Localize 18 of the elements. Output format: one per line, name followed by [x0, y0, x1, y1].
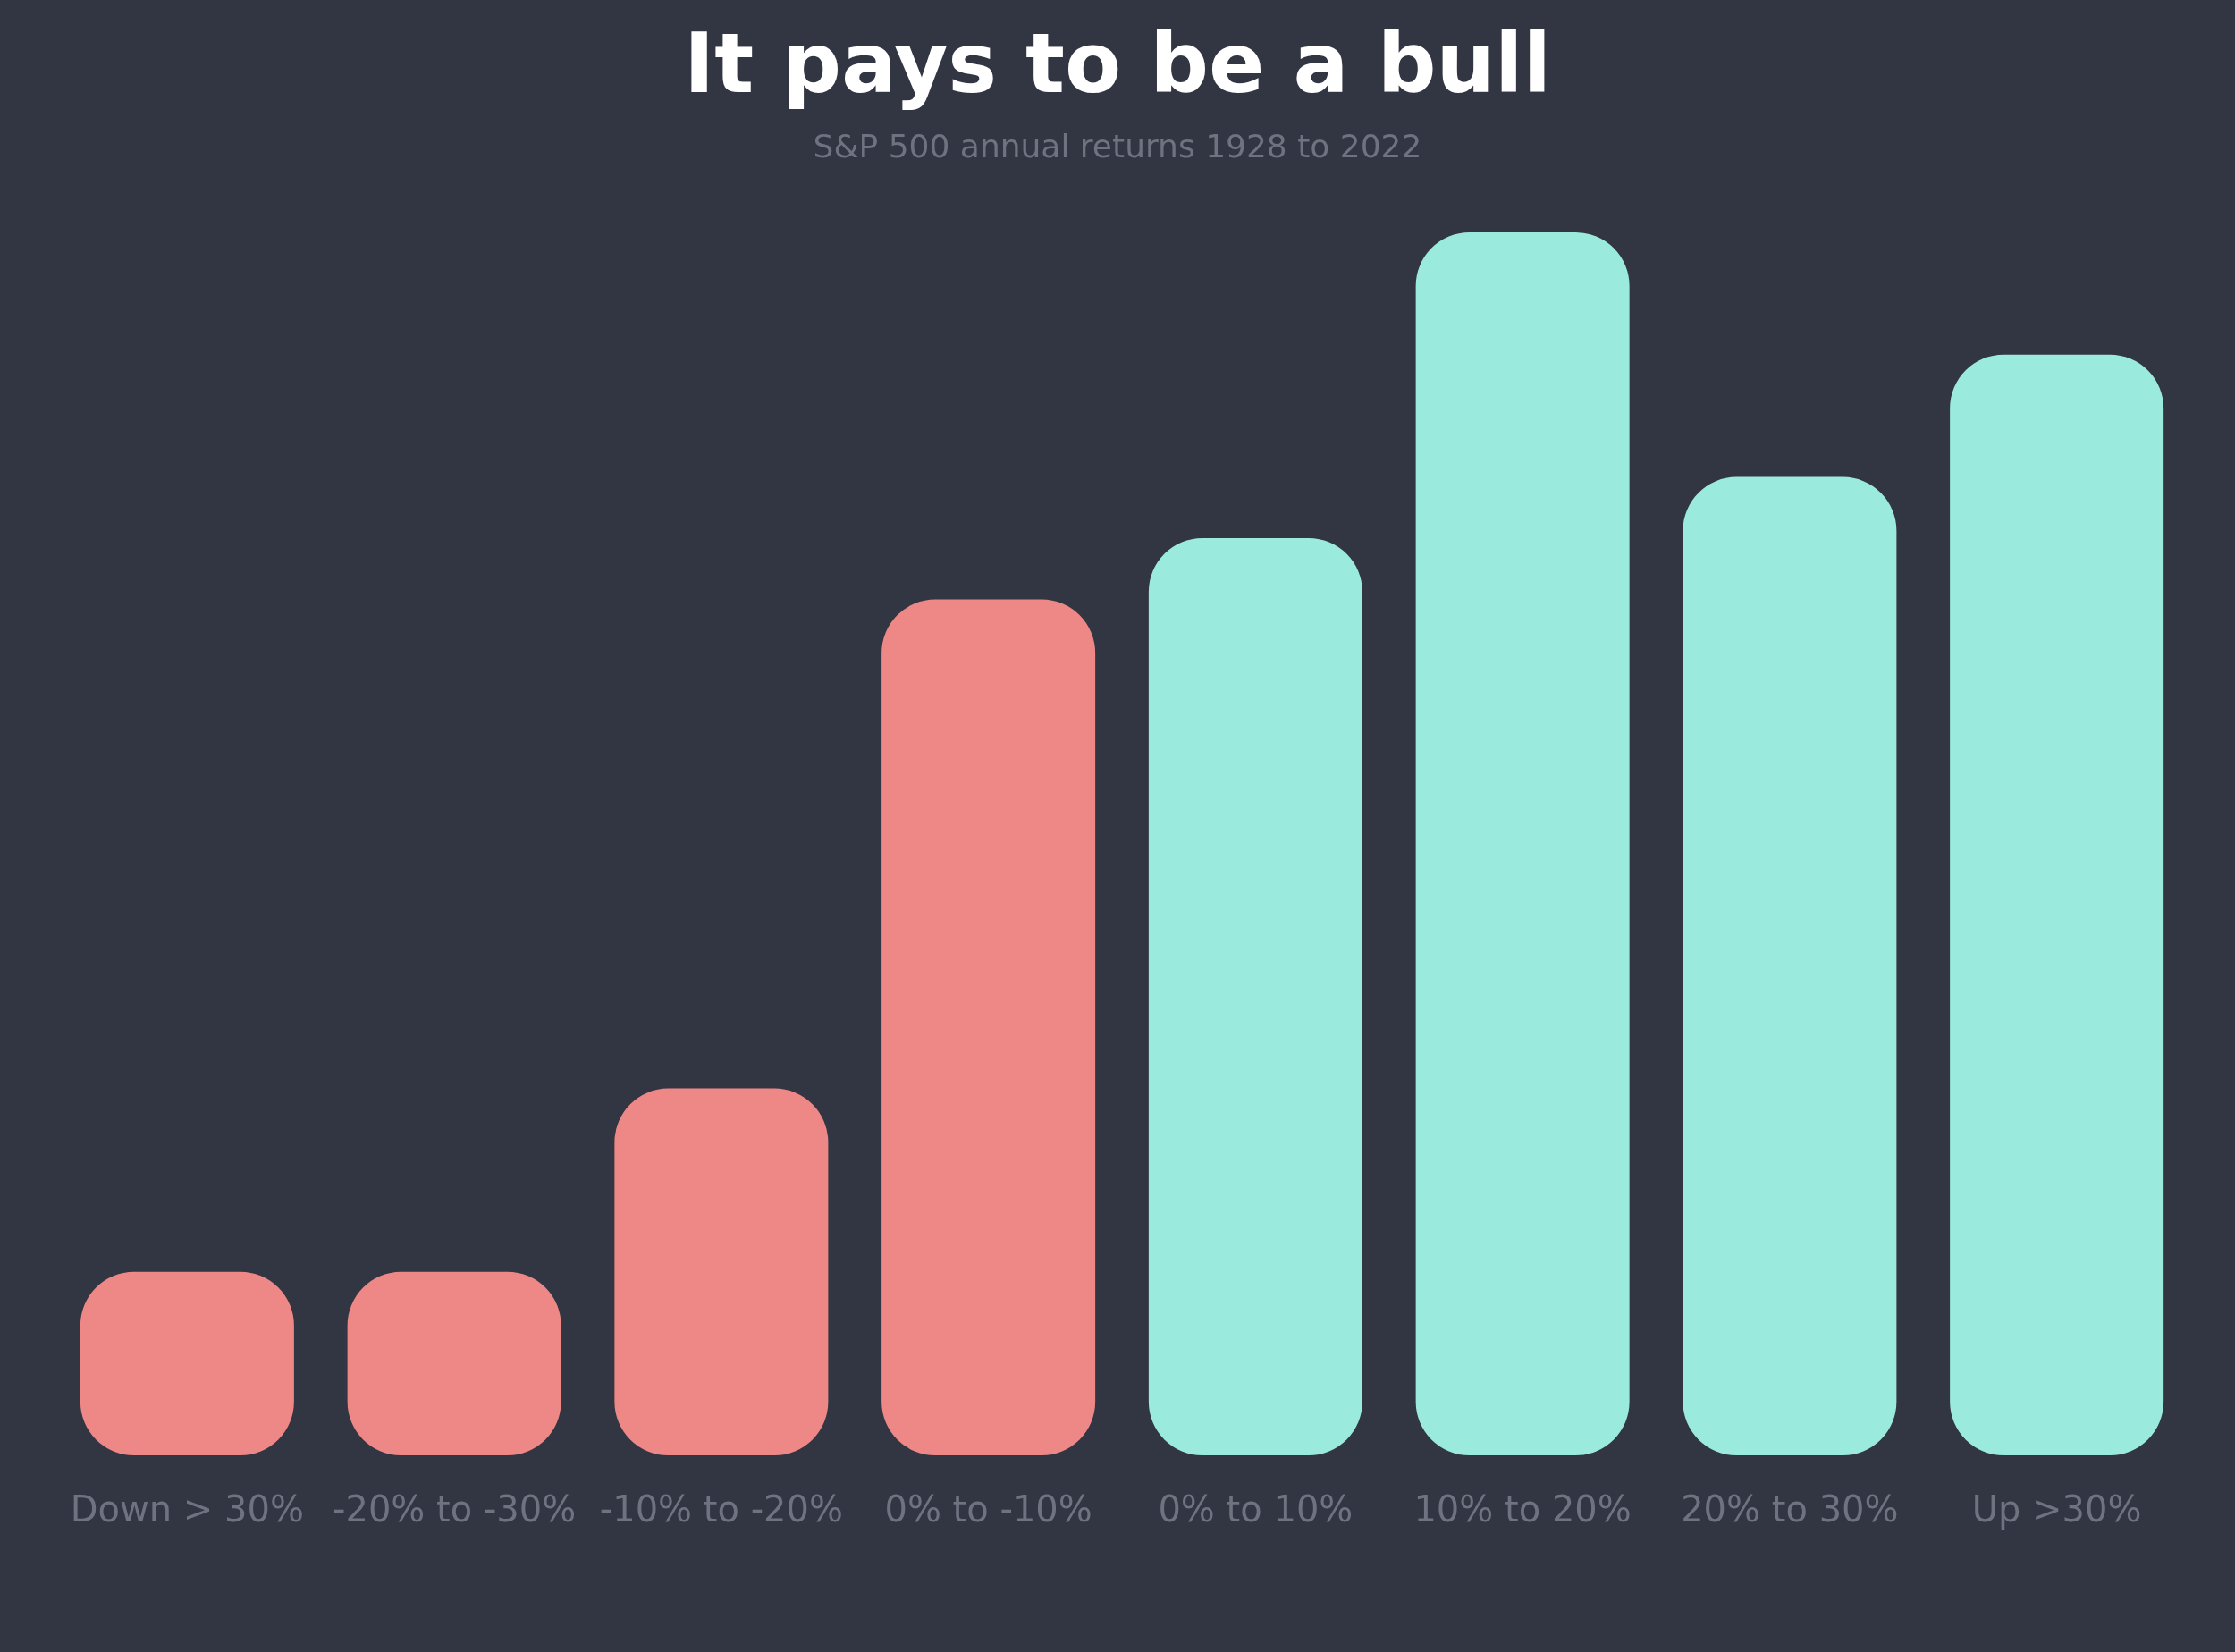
bar: [80, 1271, 294, 1455]
x-tick-label: -20% to -30%: [332, 1488, 577, 1530]
x-tick-label: 0% to -10%: [884, 1488, 1092, 1530]
x-tick-label: 0% to 10%: [1158, 1488, 1354, 1530]
bar: [881, 599, 1096, 1455]
chart-subtitle: S&P 500 annual returns 1928 to 2022: [813, 127, 1422, 164]
x-tick-label: Up >30%: [1971, 1488, 2142, 1530]
x-tick-label: 20% to 30%: [1681, 1488, 1899, 1530]
x-tick-label: Down > 30%: [70, 1488, 304, 1530]
bar: [1148, 538, 1362, 1455]
chart-title: It pays to be a bull: [683, 15, 1552, 112]
x-tick-label: 10% to 20%: [1413, 1488, 1632, 1530]
bar: [347, 1271, 561, 1455]
x-tick-label: -10% to -20%: [599, 1488, 844, 1530]
bar: [1950, 354, 2164, 1455]
bar: [1415, 232, 1630, 1455]
bar: [614, 1088, 829, 1455]
bar: [1683, 476, 1897, 1455]
